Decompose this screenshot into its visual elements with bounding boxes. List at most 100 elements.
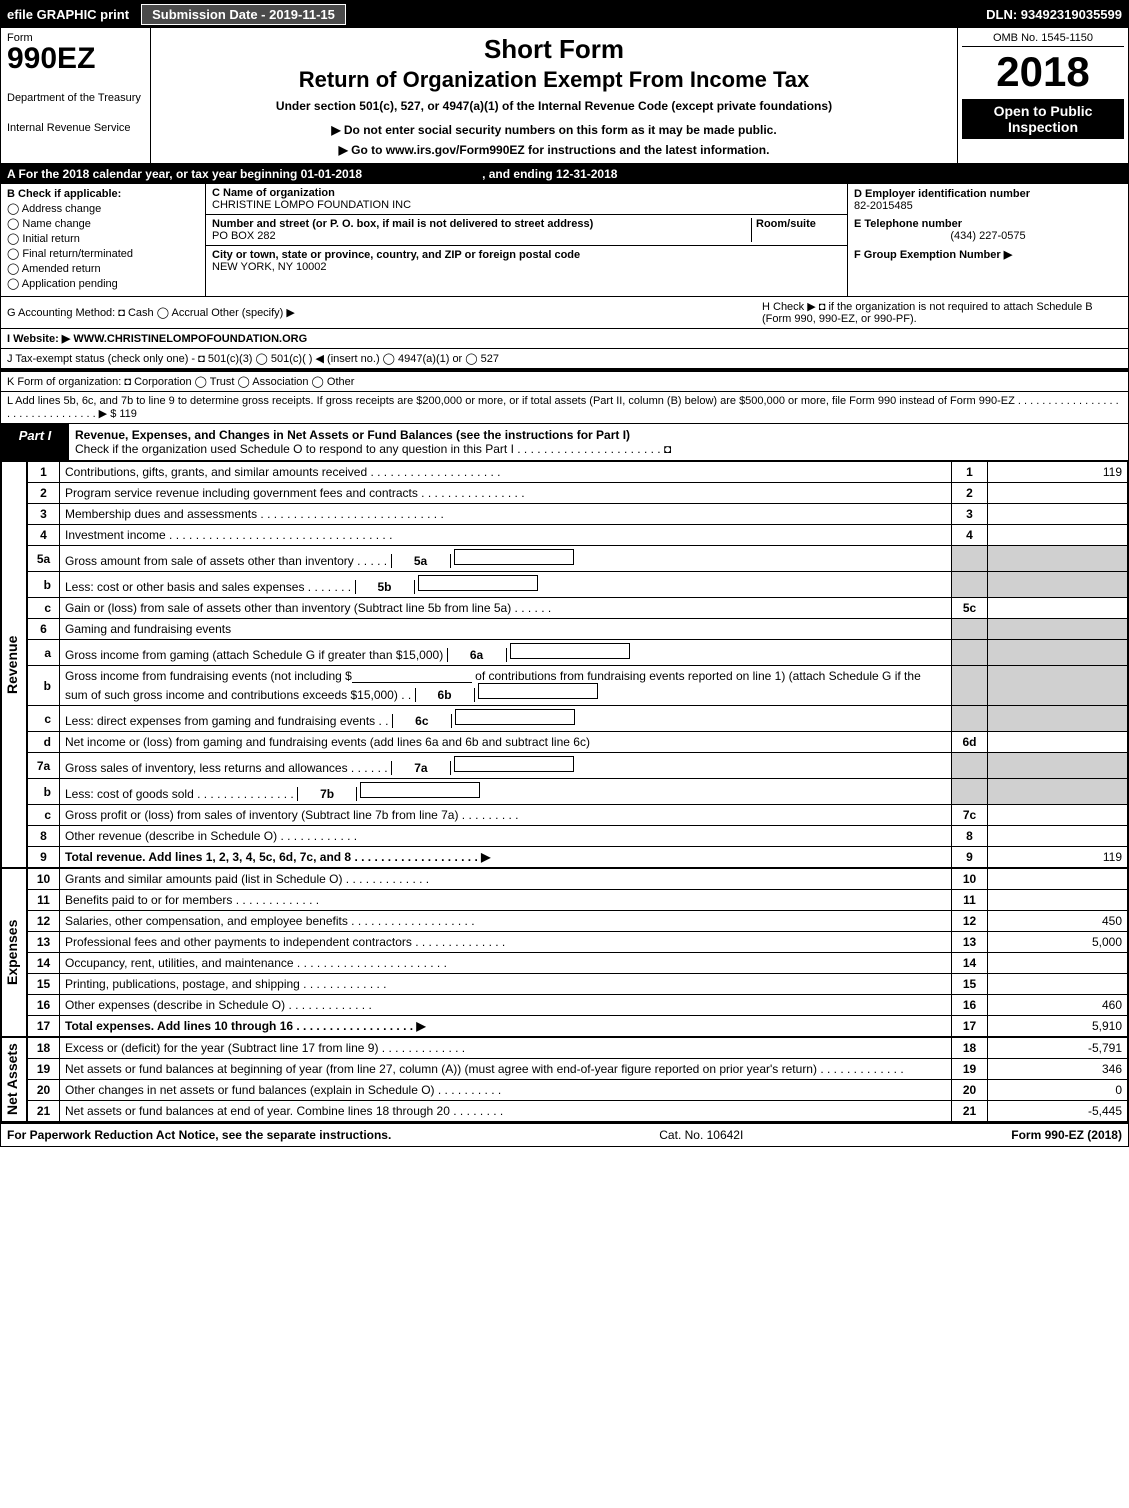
line-15: 15Printing, publications, postage, and s…: [28, 974, 1128, 995]
ein: 82-2015485: [854, 200, 1122, 212]
h-check[interactable]: H Check ▶ ◘ if the organization is not r…: [762, 300, 1122, 325]
line-20: 20Other changes in net assets or fund ba…: [28, 1080, 1128, 1101]
phone-label: E Telephone number: [854, 218, 1122, 230]
accounting-method[interactable]: G Accounting Method: ◘ Cash ◯ Accrual Ot…: [7, 306, 295, 319]
tax-exempt-status[interactable]: J Tax-exempt status (check only one) - ◘…: [7, 352, 499, 365]
form-number: 990EZ: [7, 44, 144, 74]
page-footer: For Paperwork Reduction Act Notice, see …: [1, 1122, 1128, 1146]
submission-date: Submission Date - 2019-11-15: [141, 4, 346, 25]
line-19: 19Net assets or fund balances at beginni…: [28, 1059, 1128, 1080]
room-label: Room/suite: [756, 218, 841, 230]
line-6d: dNet income or (loss) from gaming and fu…: [28, 732, 1128, 753]
footer-left: For Paperwork Reduction Act Notice, see …: [7, 1128, 391, 1142]
short-form-title: Short Form: [161, 34, 947, 65]
block-c: C Name of organization CHRISTINE LOMPO F…: [206, 184, 848, 296]
header-right: OMB No. 1545-1150 2018 Open to Public In…: [958, 28, 1128, 163]
line-10: 10Grants and similar amounts paid (list …: [28, 869, 1128, 890]
block-def: D Employer identification number 82-2015…: [848, 184, 1128, 296]
line-2: 2Program service revenue including gover…: [28, 483, 1128, 504]
footer-right: Form 990-EZ (2018): [1011, 1128, 1122, 1142]
input-6a[interactable]: [510, 643, 630, 659]
city: NEW YORK, NY 10002: [212, 261, 841, 273]
line-18: 18Excess or (deficit) for the year (Subt…: [28, 1038, 1128, 1059]
footer-mid: Cat. No. 10642I: [659, 1128, 743, 1142]
form-page: efile GRAPHIC print Submission Date - 20…: [0, 0, 1129, 1147]
phone: (434) 227-0575: [854, 230, 1122, 242]
line-8: 8Other revenue (describe in Schedule O) …: [28, 826, 1128, 847]
ein-label: D Employer identification number: [854, 188, 1122, 200]
period-begin: A For the 2018 calendar year, or tax yea…: [7, 167, 362, 181]
line-l: L Add lines 5b, 6c, and 7b to line 9 to …: [7, 395, 1122, 420]
omb-number: OMB No. 1545-1150: [962, 32, 1124, 47]
block-b: B Check if applicable: ◯ Address change …: [1, 184, 206, 296]
address: PO BOX 282: [212, 230, 751, 242]
line-6c: cLess: direct expenses from gaming and f…: [28, 706, 1128, 732]
line-12: 12Salaries, other compensation, and empl…: [28, 911, 1128, 932]
line-9: 9Total revenue. Add lines 1, 2, 3, 4, 5c…: [28, 847, 1128, 868]
line-14: 14Occupancy, rent, utilities, and mainte…: [28, 953, 1128, 974]
ssn-notice: ▶ Do not enter social security numbers o…: [161, 123, 947, 137]
tax-year: 2018: [962, 51, 1124, 93]
revenue-table: 1Contributions, gifts, grants, and simil…: [27, 461, 1128, 868]
part1-title: Revenue, Expenses, and Changes in Net As…: [75, 428, 1122, 442]
expenses-sidelabel: Expenses: [1, 868, 27, 1037]
checkbox-initial-return[interactable]: ◯ Initial return: [7, 232, 199, 245]
checkbox-application-pending[interactable]: ◯ Application pending: [7, 277, 199, 290]
input-6b-amount[interactable]: [352, 669, 472, 683]
org-name-label: C Name of organization: [212, 187, 841, 199]
return-title: Return of Organization Exempt From Incom…: [161, 67, 947, 93]
expenses-section: Expenses 10Grants and similar amounts pa…: [1, 868, 1128, 1037]
part1-header: Part I Revenue, Expenses, and Changes in…: [1, 424, 1128, 461]
form-header: Form 990EZ Department of the Treasury In…: [1, 28, 1128, 164]
line-5b: bLess: cost or other basis and sales exp…: [28, 572, 1128, 598]
info-block: B Check if applicable: ◯ Address change …: [1, 184, 1128, 297]
top-bar: efile GRAPHIC print Submission Date - 20…: [1, 1, 1128, 28]
period-row: A For the 2018 calendar year, or tax yea…: [1, 164, 1128, 184]
checkbox-amended-return[interactable]: ◯ Amended return: [7, 262, 199, 275]
line-11: 11Benefits paid to or for members . . . …: [28, 890, 1128, 911]
city-label: City or town, state or province, country…: [212, 249, 841, 261]
dln: DLN: 93492319035599: [986, 7, 1122, 22]
input-6c[interactable]: [455, 709, 575, 725]
part1-label: Part I: [1, 424, 69, 460]
checkbox-name-change[interactable]: ◯ Name change: [7, 217, 199, 230]
input-5b[interactable]: [418, 575, 538, 591]
address-label: Number and street (or P. O. box, if mail…: [212, 218, 751, 230]
part1-check[interactable]: Check if the organization used Schedule …: [75, 442, 1122, 456]
header-center: Short Form Return of Organization Exempt…: [151, 28, 958, 163]
line-21: 21Net assets or fund balances at end of …: [28, 1101, 1128, 1122]
netassets-sidelabel: Net Assets: [1, 1037, 27, 1122]
group-exemption-label: F Group Exemption Number ▶: [854, 248, 1122, 261]
form-of-organization[interactable]: K Form of organization: ◘ Corporation ◯ …: [7, 375, 354, 388]
open-to-public: Open to Public Inspection: [962, 99, 1124, 139]
line-5a: 5aGross amount from sale of assets other…: [28, 546, 1128, 572]
line-6: 6Gaming and fundraising events: [28, 619, 1128, 640]
line-16: 16Other expenses (describe in Schedule O…: [28, 995, 1128, 1016]
meta-rows: G Accounting Method: ◘ Cash ◯ Accrual Ot…: [1, 297, 1128, 424]
block-b-label: B Check if applicable:: [7, 188, 199, 200]
input-6b[interactable]: [478, 683, 598, 699]
line-3: 3Membership dues and assessments . . . .…: [28, 504, 1128, 525]
revenue-sidelabel: Revenue: [1, 461, 27, 868]
header-left: Form 990EZ Department of the Treasury In…: [1, 28, 151, 163]
revenue-section: Revenue 1Contributions, gifts, grants, a…: [1, 461, 1128, 868]
checkbox-address-change[interactable]: ◯ Address change: [7, 202, 199, 215]
org-name: CHRISTINE LOMPO FOUNDATION INC: [212, 199, 841, 211]
line-7a: 7aGross sales of inventory, less returns…: [28, 753, 1128, 779]
line-5c: cGain or (loss) from sale of assets othe…: [28, 598, 1128, 619]
line-4: 4Investment income . . . . . . . . . . .…: [28, 525, 1128, 546]
line-7c: cGross profit or (loss) from sales of in…: [28, 805, 1128, 826]
line-17: 17Total expenses. Add lines 10 through 1…: [28, 1016, 1128, 1037]
checkbox-final-return[interactable]: ◯ Final return/terminated: [7, 247, 199, 260]
line-7b: bLess: cost of goods sold . . . . . . . …: [28, 779, 1128, 805]
efile-label: efile GRAPHIC print: [7, 7, 129, 22]
goto-link[interactable]: ▶ Go to www.irs.gov/Form990EZ for instru…: [161, 143, 947, 157]
input-7a[interactable]: [454, 756, 574, 772]
irs: Internal Revenue Service: [7, 122, 144, 134]
period-end: , and ending 12-31-2018: [482, 167, 617, 181]
department: Department of the Treasury: [7, 92, 144, 104]
input-5a[interactable]: [454, 549, 574, 565]
input-7b[interactable]: [360, 782, 480, 798]
website[interactable]: I Website: ▶ WWW.CHRISTINELOMPOFOUNDATIO…: [7, 332, 307, 345]
line-1: 1Contributions, gifts, grants, and simil…: [28, 462, 1128, 483]
